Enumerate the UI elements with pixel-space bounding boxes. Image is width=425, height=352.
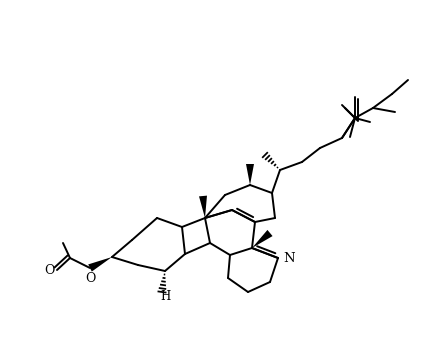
Text: O: O [45,264,55,277]
Polygon shape [199,196,207,218]
Polygon shape [252,230,272,248]
Polygon shape [246,164,254,185]
Text: O: O [85,272,95,285]
Text: H: H [160,290,170,303]
Text: N: N [283,251,295,264]
Polygon shape [88,257,112,272]
